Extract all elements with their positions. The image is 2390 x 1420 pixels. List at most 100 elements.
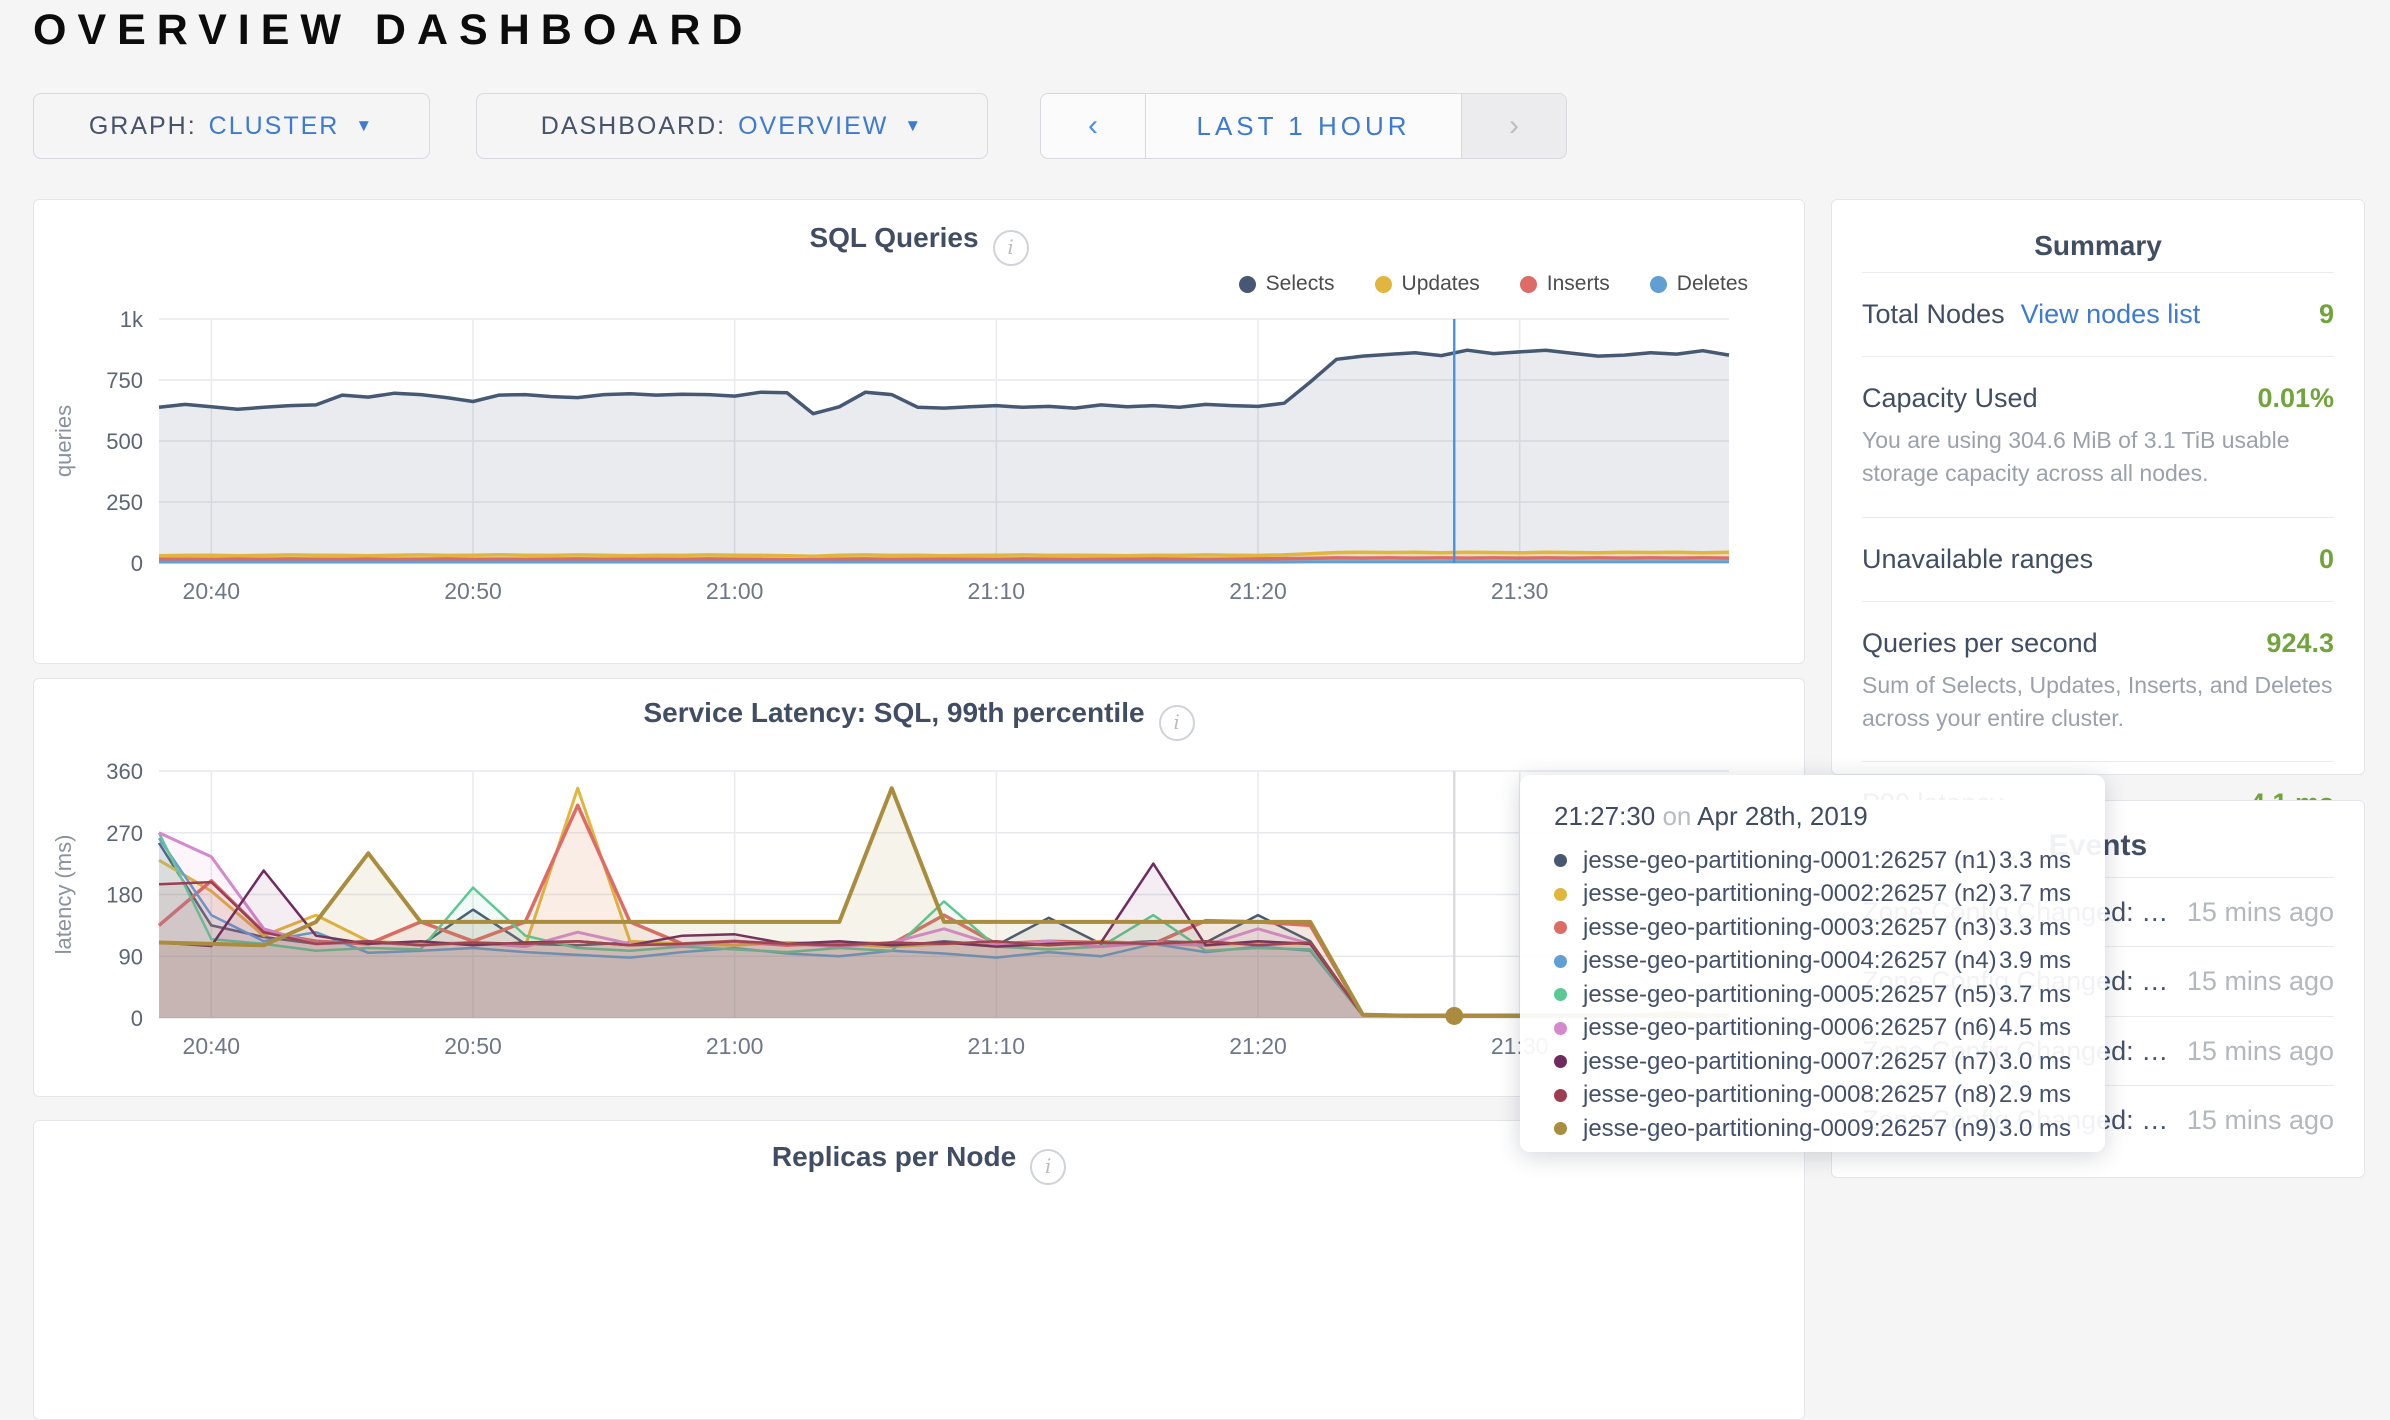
sql-queries-title-text: SQL Queries xyxy=(809,222,978,253)
x-tick-label: 21:20 xyxy=(1229,1033,1287,1059)
x-tick-label: 21:00 xyxy=(706,578,764,604)
node-color-dot-icon xyxy=(1554,854,1567,867)
series-area xyxy=(159,350,1729,563)
graph-dropdown-label: GRAPH: xyxy=(89,112,197,141)
summary-row-capacity: Capacity Used 0.01% You are using 304.6 … xyxy=(1862,356,2334,517)
tooltip-row: jesse-geo-partitioning-0007:26257 (n7)3.… xyxy=(1554,1045,2071,1079)
x-tick-label: 21:20 xyxy=(1229,578,1287,604)
time-next-button[interactable]: › xyxy=(1461,94,1566,158)
sql-queries-title: SQL Queries i xyxy=(34,222,1804,266)
info-icon[interactable]: i xyxy=(1030,1149,1066,1185)
x-tick-label: 20:50 xyxy=(444,578,502,604)
service-latency-title-text: Service Latency: SQL, 99th percentile xyxy=(643,697,1144,728)
dashboard-dropdown[interactable]: DASHBOARD: OVERVIEW ▼ xyxy=(476,93,988,159)
tooltip-node-value: 3.7 ms xyxy=(1999,981,2071,1009)
node-color-dot-icon xyxy=(1554,1089,1567,1102)
legend-item-selects[interactable]: Selects xyxy=(1239,272,1335,296)
node-color-dot-icon xyxy=(1554,988,1567,1001)
legend-item-updates[interactable]: Updates xyxy=(1375,272,1480,296)
node-color-dot-icon xyxy=(1554,921,1567,934)
chevron-right-icon: › xyxy=(1509,109,1519,143)
qps-desc: Sum of Selects, Updates, Inserts, and De… xyxy=(1862,669,2334,736)
tooltip-row: jesse-geo-partitioning-0004:26257 (n4)3.… xyxy=(1554,945,2071,979)
event-time: 15 mins ago xyxy=(2174,963,2334,999)
chevron-down-icon: ▼ xyxy=(904,116,923,136)
node-color-dot-icon xyxy=(1554,955,1567,968)
y-tick-label: 360 xyxy=(106,759,143,784)
x-tick-label: 21:10 xyxy=(968,578,1026,604)
replicas-per-node-card: Replicas per Node i xyxy=(33,1120,1805,1420)
y-axis-label: queries xyxy=(51,405,76,477)
legend-dot-icon xyxy=(1650,276,1667,293)
tooltip-node-value: 2.9 ms xyxy=(1999,1081,2071,1109)
legend-item-deletes[interactable]: Deletes xyxy=(1650,272,1748,296)
time-range-label[interactable]: LAST 1 HOUR xyxy=(1146,94,1461,158)
tooltip-node-value: 3.3 ms xyxy=(1999,914,2071,942)
dashboard-dropdown-value: OVERVIEW xyxy=(738,112,888,141)
summary-title: Summary xyxy=(1832,230,2364,262)
legend-item-inserts[interactable]: Inserts xyxy=(1520,272,1610,296)
sql-queries-legend: Selects Updates Inserts Deletes xyxy=(1239,272,1748,296)
tooltip-node-value: 3.3 ms xyxy=(1999,847,2071,875)
tooltip-node-value: 4.5 ms xyxy=(1999,1014,2071,1042)
x-tick-label: 21:10 xyxy=(968,1033,1026,1059)
x-tick-label: 21:30 xyxy=(1491,578,1549,604)
y-tick-label: 750 xyxy=(106,368,143,393)
node-color-dot-icon xyxy=(1554,1022,1567,1035)
legend-label: Inserts xyxy=(1547,272,1610,296)
x-tick-label: 20:50 xyxy=(444,1033,502,1059)
dashboard-dropdown-label: DASHBOARD: xyxy=(541,112,726,141)
legend-label: Selects xyxy=(1266,272,1335,296)
chevron-down-icon: ▼ xyxy=(355,116,374,136)
tooltip-node-name: jesse-geo-partitioning-0007:26257 (n7) xyxy=(1583,1048,1999,1076)
legend-dot-icon xyxy=(1239,276,1256,293)
total-nodes-value: 9 xyxy=(2319,299,2334,330)
tooltip-node-name: jesse-geo-partitioning-0005:26257 (n5) xyxy=(1583,981,1999,1009)
hover-dot xyxy=(1445,1007,1463,1025)
event-time: 15 mins ago xyxy=(2174,1033,2334,1069)
tooltip-node-name: jesse-geo-partitioning-0009:26257 (n9) xyxy=(1583,1115,1999,1143)
summary-row-total-nodes: Total Nodes View nodes list 9 xyxy=(1862,272,2334,356)
tooltip-row: jesse-geo-partitioning-0008:26257 (n8)2.… xyxy=(1554,1079,2071,1113)
total-nodes-label: Total Nodes xyxy=(1862,299,2005,330)
legend-dot-icon xyxy=(1375,276,1392,293)
info-icon[interactable]: i xyxy=(1159,705,1195,741)
service-latency-title: Service Latency: SQL, 99th percentile i xyxy=(34,697,1804,741)
tooltip-node-name: jesse-geo-partitioning-0002:26257 (n2) xyxy=(1583,880,1999,908)
view-nodes-list-link[interactable]: View nodes list xyxy=(2021,299,2201,330)
time-range-selector: ‹ LAST 1 HOUR › xyxy=(1040,93,1567,159)
unavailable-ranges-label: Unavailable ranges xyxy=(1862,544,2093,575)
info-icon[interactable]: i xyxy=(993,230,1029,266)
y-tick-label: 180 xyxy=(106,883,143,908)
tooltip-node-name: jesse-geo-partitioning-0008:26257 (n8) xyxy=(1583,1081,1999,1109)
unavailable-ranges-value: 0 xyxy=(2319,544,2334,575)
legend-dot-icon xyxy=(1520,276,1537,293)
x-tick-label: 21:00 xyxy=(706,1033,764,1059)
graph-dropdown-value: CLUSTER xyxy=(209,112,340,141)
tooltip-row: jesse-geo-partitioning-0003:26257 (n3)3.… xyxy=(1554,911,2071,945)
y-tick-label: 1k xyxy=(120,307,144,332)
y-tick-label: 0 xyxy=(131,1006,143,1031)
capacity-label: Capacity Used xyxy=(1862,383,2038,414)
tooltip-node-name: jesse-geo-partitioning-0001:26257 (n1) xyxy=(1583,847,1999,875)
y-tick-label: 270 xyxy=(106,821,143,846)
tooltip-node-name: jesse-geo-partitioning-0004:26257 (n4) xyxy=(1583,947,1999,975)
summary-row-unavailable: Unavailable ranges 0 xyxy=(1862,517,2334,601)
y-tick-label: 0 xyxy=(131,551,143,576)
qps-value: 924.3 xyxy=(2266,628,2334,659)
tooltip-row: jesse-geo-partitioning-0006:26257 (n6)4.… xyxy=(1554,1012,2071,1046)
tooltip-header: 21:27:30 on Apr 28th, 2019 xyxy=(1554,801,2071,832)
legend-label: Deletes xyxy=(1677,272,1748,296)
capacity-desc: You are using 304.6 MiB of 3.1 TiB usabl… xyxy=(1862,424,2334,491)
graph-dropdown[interactable]: GRAPH: CLUSTER ▼ xyxy=(33,93,430,159)
event-time: 15 mins ago xyxy=(2174,1102,2334,1138)
tooltip-on: on xyxy=(1662,801,1691,831)
time-prev-button[interactable]: ‹ xyxy=(1041,94,1146,158)
tooltip-node-name: jesse-geo-partitioning-0003:26257 (n3) xyxy=(1583,914,1999,942)
y-tick-label: 500 xyxy=(106,429,143,454)
replicas-per-node-title-text: Replicas per Node xyxy=(772,1141,1016,1172)
tooltip-node-value: 3.0 ms xyxy=(1999,1048,2071,1076)
sql-queries-card: SQL Queries i Selects Updates Inserts Delete… xyxy=(33,199,1805,664)
tooltip-row: jesse-geo-partitioning-0005:26257 (n5)3.… xyxy=(1554,978,2071,1012)
